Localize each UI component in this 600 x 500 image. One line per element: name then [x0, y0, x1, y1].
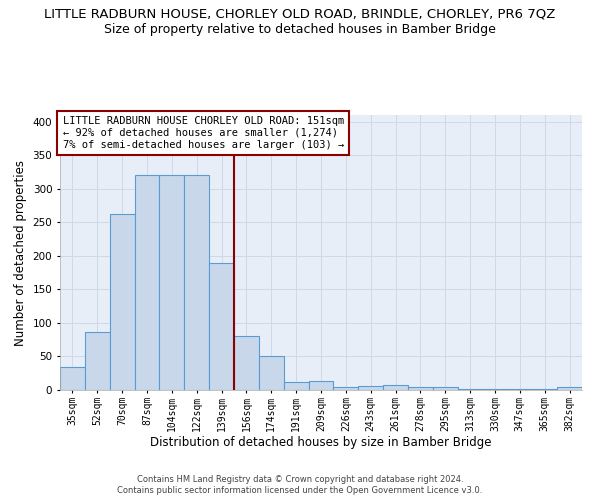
Text: LITTLE RADBURN HOUSE CHORLEY OLD ROAD: 151sqm
← 92% of detached houses are small: LITTLE RADBURN HOUSE CHORLEY OLD ROAD: 1… [62, 116, 344, 150]
Bar [110, 214, 134, 390]
Bar [284, 382, 308, 390]
Bar [259, 356, 284, 390]
Text: Contains public sector information licensed under the Open Government Licence v3: Contains public sector information licen… [118, 486, 482, 495]
Bar [334, 386, 358, 390]
Bar [60, 367, 85, 390]
Text: Contains HM Land Registry data © Crown copyright and database right 2024.: Contains HM Land Registry data © Crown c… [137, 475, 463, 484]
Bar [160, 174, 184, 390]
Bar [408, 386, 433, 390]
Text: LITTLE RADBURN HOUSE, CHORLEY OLD ROAD, BRINDLE, CHORLEY, PR6 7QZ: LITTLE RADBURN HOUSE, CHORLEY OLD ROAD, … [44, 8, 556, 20]
Text: Size of property relative to detached houses in Bamber Bridge: Size of property relative to detached ho… [104, 22, 496, 36]
Bar [557, 388, 582, 390]
Bar [85, 332, 110, 390]
Bar [234, 336, 259, 390]
Bar [308, 380, 334, 390]
Bar [209, 262, 234, 390]
Bar [134, 174, 160, 390]
Bar [383, 384, 408, 390]
Bar [184, 174, 209, 390]
X-axis label: Distribution of detached houses by size in Bamber Bridge: Distribution of detached houses by size … [150, 436, 492, 450]
Bar [433, 388, 458, 390]
Bar [358, 386, 383, 390]
Y-axis label: Number of detached properties: Number of detached properties [14, 160, 27, 346]
